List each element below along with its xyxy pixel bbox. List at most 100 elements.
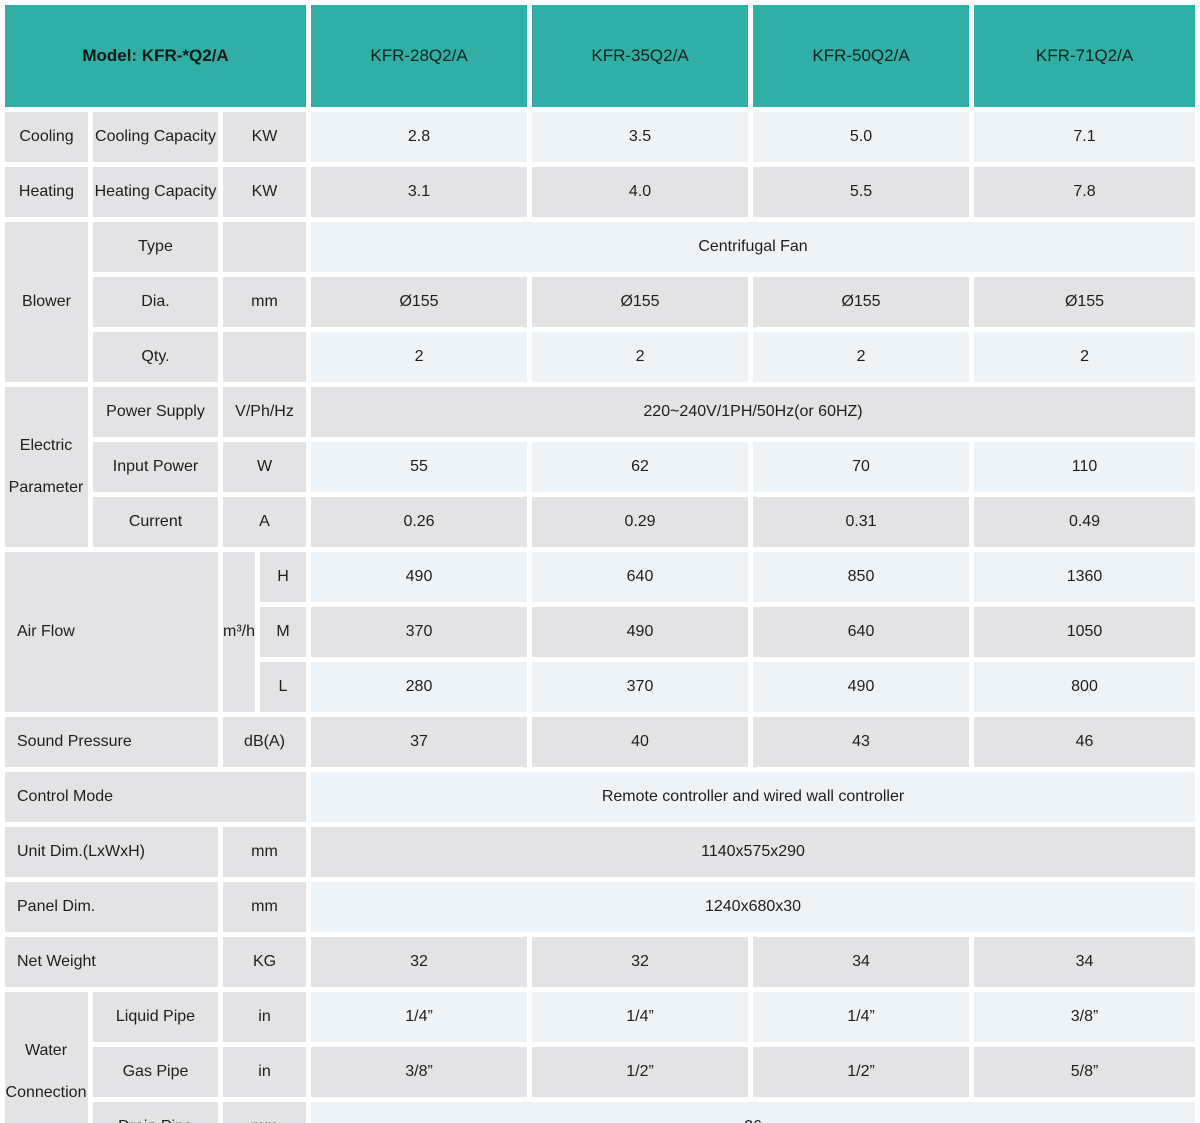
value-cell: 370 <box>311 607 528 657</box>
unit-cell: mm <box>223 277 307 327</box>
row-blower-qty: Qty. 2 2 2 2 <box>5 332 1196 382</box>
unit-cell-empty <box>223 222 307 272</box>
value-cell: 850 <box>753 552 970 602</box>
value-cell: 2.8 <box>311 112 528 162</box>
value-cell: 5.5 <box>753 167 970 217</box>
header-model-cell: Model: KFR-*Q2/A <box>5 5 307 107</box>
unit-cell: KG <box>223 937 307 987</box>
header-col-kfr71: KFR-71Q2/A <box>974 5 1196 107</box>
value-cell: 0.29 <box>532 497 749 547</box>
unit-cell: KW <box>223 167 307 217</box>
value-span-cell: Remote controller and wired wall control… <box>311 772 1196 822</box>
value-cell: 280 <box>311 662 528 712</box>
sub-label: Drain Pipe <box>93 1102 218 1123</box>
unit-cell: V/Ph/Hz <box>223 387 307 437</box>
value-cell: 7.1 <box>974 112 1196 162</box>
value-cell: 7.8 <box>974 167 1196 217</box>
row-drain-pipe: Drain Pipe mm 26 <box>5 1102 1196 1123</box>
row-unit-dim: Unit Dim.(LxWxH) mm 1140x575x290 <box>5 827 1196 877</box>
value-cell: 32 <box>311 937 528 987</box>
value-cell: 62 <box>532 442 749 492</box>
section-label: Heating <box>5 167 88 217</box>
value-cell: 490 <box>532 607 749 657</box>
header-col-kfr50: KFR-50Q2/A <box>753 5 970 107</box>
value-cell: 2 <box>311 332 528 382</box>
header-row: Model: KFR-*Q2/A KFR-28Q2/A KFR-35Q2/A K… <box>5 5 1196 107</box>
row-control-mode: Control Mode Remote controller and wired… <box>5 772 1196 822</box>
value-cell: 0.49 <box>974 497 1196 547</box>
sub-label: Gas Pipe <box>93 1047 218 1097</box>
row-gas-pipe: Gas Pipe in 3/8” 1/2” 1/2” 5/8” <box>5 1047 1196 1097</box>
sub-label: Dia. <box>93 277 218 327</box>
value-cell: 5/8” <box>974 1047 1196 1097</box>
row-net-weight: Net Weight KG 32 32 34 34 <box>5 937 1196 987</box>
unit-cell: mm <box>223 827 307 877</box>
value-cell: 46 <box>974 717 1196 767</box>
unit-cell: in <box>223 1047 307 1097</box>
value-cell: 5.0 <box>753 112 970 162</box>
row-current: Current A 0.26 0.29 0.31 0.49 <box>5 497 1196 547</box>
value-cell: 32 <box>532 937 749 987</box>
section-label: Cooling <box>5 112 88 162</box>
sub-label: Qty. <box>93 332 218 382</box>
value-cell: 0.31 <box>753 497 970 547</box>
row-airflow-medium: M 370 490 640 1050 <box>5 607 1196 657</box>
section-label: Control Mode <box>5 772 307 822</box>
row-blower-dia: Dia. mm Ø155 Ø155 Ø155 Ø155 <box>5 277 1196 327</box>
section-label: Sound Pressure <box>5 717 218 767</box>
value-cell: 640 <box>753 607 970 657</box>
sub-label: M <box>260 607 307 657</box>
value-span-cell: Centrifugal Fan <box>311 222 1196 272</box>
value-cell: 2 <box>974 332 1196 382</box>
row-panel-dim: Panel Dim. mm 1240x680x30 <box>5 882 1196 932</box>
value-cell: 4.0 <box>532 167 749 217</box>
sub-label: H <box>260 552 307 602</box>
sub-label: Power Supply <box>93 387 218 437</box>
value-cell: 34 <box>753 937 970 987</box>
sub-label: L <box>260 662 307 712</box>
value-cell: 800 <box>974 662 1196 712</box>
row-blower-type: Blower Type Centrifugal Fan <box>5 222 1196 382</box>
value-cell: 1360 <box>974 552 1196 602</box>
section-label: Net Weight <box>5 937 218 987</box>
value-cell: 110 <box>974 442 1196 492</box>
unit-cell: mm <box>223 1102 307 1123</box>
value-cell: 1/4” <box>753 992 970 1042</box>
value-span-cell: 26 <box>311 1102 1196 1123</box>
unit-cell: W <box>223 442 307 492</box>
unit-cell-airflow: m³/h <box>223 552 255 712</box>
value-span-cell: 1140x575x290 <box>311 827 1196 877</box>
value-cell: 3/8” <box>974 992 1196 1042</box>
value-cell: 2 <box>753 332 970 382</box>
value-cell: 1/2” <box>532 1047 749 1097</box>
sub-label: Liquid Pipe <box>93 992 218 1042</box>
header-col-kfr35: KFR-35Q2/A <box>532 5 749 107</box>
value-cell: Ø155 <box>532 277 749 327</box>
value-cell: 2 <box>532 332 749 382</box>
value-cell: 3/8” <box>311 1047 528 1097</box>
unit-cell: mm <box>223 882 307 932</box>
value-cell: 3.5 <box>532 112 749 162</box>
row-heating: Heating Heating Capacity KW 3.1 4.0 5.5 … <box>5 167 1196 217</box>
value-cell: 37 <box>311 717 528 767</box>
row-sound-pressure: Sound Pressure dB(A) 37 40 43 46 <box>5 717 1196 767</box>
row-cooling: Cooling Cooling Capacity KW 2.8 3.5 5.0 … <box>5 112 1196 162</box>
sub-label: Current <box>93 497 218 547</box>
value-cell: 1/4” <box>311 992 528 1042</box>
row-input-power: Input Power W 55 62 70 110 <box>5 442 1196 492</box>
row-airflow-low: L 280 370 490 800 <box>5 662 1196 712</box>
unit-cell: dB(A) <box>223 717 307 767</box>
unit-cell: KW <box>223 112 307 162</box>
value-cell: Ø155 <box>753 277 970 327</box>
section-label-blower: Blower <box>5 222 88 382</box>
value-cell: 490 <box>311 552 528 602</box>
row-airflow-high: Air Flow m³/h H 490 640 850 1360 <box>5 552 1196 712</box>
unit-cell: A <box>223 497 307 547</box>
section-label-electric: Electric Parameter <box>5 387 88 547</box>
header-col-kfr28: KFR-28Q2/A <box>311 5 528 107</box>
value-cell: 370 <box>532 662 749 712</box>
sub-label: Input Power <box>93 442 218 492</box>
value-span-cell: 220~240V/1PH/50Hz(or 60HZ) <box>311 387 1196 437</box>
value-cell: 640 <box>532 552 749 602</box>
